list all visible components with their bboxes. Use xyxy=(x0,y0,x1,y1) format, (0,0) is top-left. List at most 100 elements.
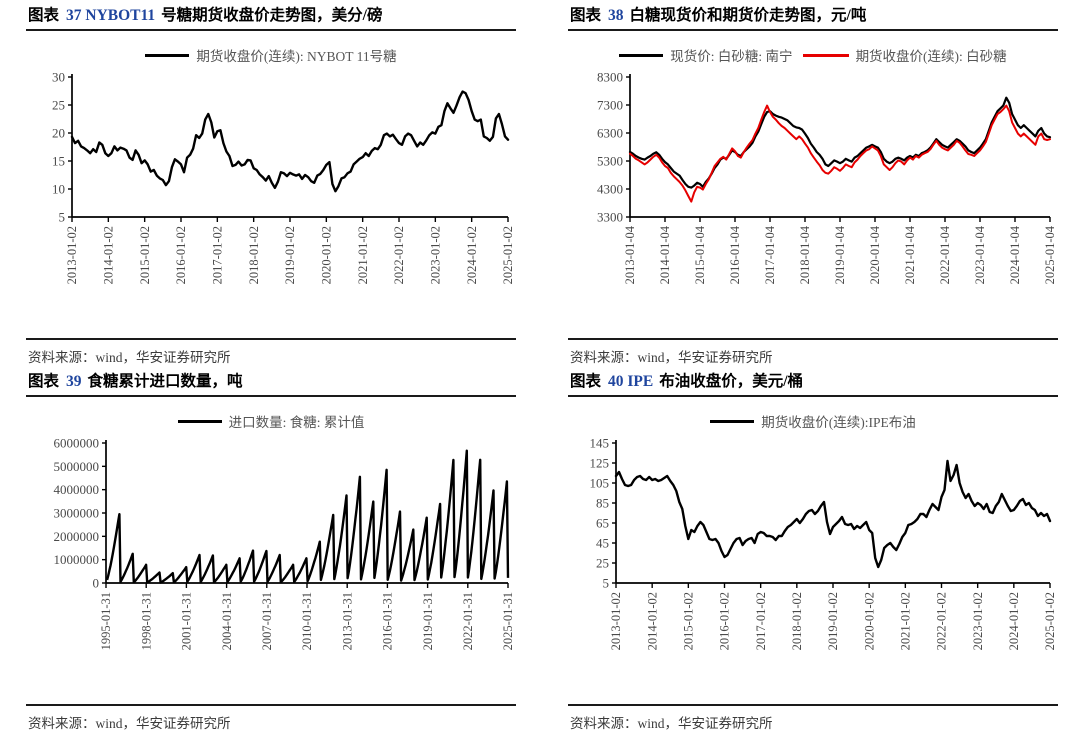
figure-39-panel: 图表 39 食糖累计进口数量，吨 进口数量: 食糖: 累计值 0 1000000 200… xyxy=(26,370,516,736)
svg-text:5: 5 xyxy=(603,576,610,591)
svg-text:25: 25 xyxy=(596,556,609,571)
svg-text:2024-01-02: 2024-01-02 xyxy=(465,226,479,284)
svg-text:2024-01-02: 2024-01-02 xyxy=(1007,592,1021,650)
svg-text:2022-01-04: 2022-01-04 xyxy=(938,225,952,284)
svg-text:2015-01-02: 2015-01-02 xyxy=(682,592,696,650)
svg-text:3000000: 3000000 xyxy=(54,506,100,521)
svg-text:2016-01-02: 2016-01-02 xyxy=(174,226,188,284)
svg-text:2013-01-02: 2013-01-02 xyxy=(609,592,623,650)
svg-text:4000000: 4000000 xyxy=(54,482,100,497)
svg-text:20: 20 xyxy=(52,126,65,141)
figure-38-title-prefix: 图表 xyxy=(570,7,602,24)
svg-text:3300: 3300 xyxy=(597,210,623,225)
legend-item: 期货收盘价(连续): NYBOT 11号糖 xyxy=(145,45,397,65)
svg-text:2020-01-02: 2020-01-02 xyxy=(320,226,334,284)
legend-label: 期货收盘价(连续): 白砂糖 xyxy=(855,49,1007,64)
source-text: 资料来源：wind，华安证券研究所 xyxy=(28,716,231,731)
svg-text:1998-01-31: 1998-01-31 xyxy=(139,592,153,650)
svg-text:15: 15 xyxy=(52,154,65,169)
svg-text:2025-01-31: 2025-01-31 xyxy=(501,592,515,650)
figure-39-title-text: 食糖累计进口数量，吨 xyxy=(87,373,243,390)
svg-text:2015-01-02: 2015-01-02 xyxy=(138,226,152,284)
figure-40-title: 图表 40 IPE 布油收盘价，美元/桶 xyxy=(568,370,1058,397)
svg-text:1000000: 1000000 xyxy=(54,552,100,567)
svg-text:2025-01-02: 2025-01-02 xyxy=(1043,592,1057,650)
svg-text:2007-01-31: 2007-01-31 xyxy=(260,592,274,650)
figure-39-title-number: 39 xyxy=(66,373,82,390)
figure-38-title: 图表 38 白糖现货价和期货价走势图，元/吨 xyxy=(568,4,1058,31)
figure-37-title-prefix: 图表 xyxy=(28,7,60,24)
svg-text:7300: 7300 xyxy=(597,98,623,113)
svg-text:2019-01-31: 2019-01-31 xyxy=(421,592,435,650)
svg-text:2021-01-04: 2021-01-04 xyxy=(903,225,917,284)
figure-37-source: 资料来源：wind，华安证券研究所 xyxy=(26,338,516,370)
svg-text:6000000: 6000000 xyxy=(54,436,100,451)
figure-39-legend: 进口数量: 食糖: 累计值 xyxy=(26,411,516,431)
black-line-swatch-icon xyxy=(710,419,755,423)
svg-text:2016-01-31: 2016-01-31 xyxy=(381,592,395,650)
svg-text:105: 105 xyxy=(590,476,610,491)
svg-text:4300: 4300 xyxy=(597,182,623,197)
figure-40-title-number: 40 IPE xyxy=(608,373,654,390)
red-line-swatch-icon xyxy=(802,53,849,57)
svg-text:2016-01-04: 2016-01-04 xyxy=(728,225,742,284)
svg-text:5300: 5300 xyxy=(597,154,623,169)
legend-item: 现货价: 白砂糖: 南宁 xyxy=(619,45,793,65)
legend-label: 现货价: 白砂糖: 南宁 xyxy=(670,49,793,64)
figure-37-legend: 期货收盘价(连续): NYBOT 11号糖 xyxy=(26,45,516,65)
svg-text:2020-01-02: 2020-01-02 xyxy=(862,592,876,650)
figure-37-title-number: 37 NYBOT11 xyxy=(66,7,156,24)
black-line-swatch-icon xyxy=(619,53,664,57)
figure-38-panel: 图表 38 白糖现货价和期货价走势图，元/吨 现货价: 白砂糖: 南宁 期货收盘价(… xyxy=(568,4,1058,370)
svg-text:2014-01-02: 2014-01-02 xyxy=(645,592,659,650)
svg-text:2014-01-02: 2014-01-02 xyxy=(102,226,116,284)
figure-39-chart-canvas: 0 1000000 2000000 3000000 4000000 5000000 6000… xyxy=(54,436,516,651)
svg-text:2024-01-04: 2024-01-04 xyxy=(1008,225,1022,284)
svg-text:2000000: 2000000 xyxy=(54,529,100,544)
svg-text:65: 65 xyxy=(596,516,609,531)
svg-text:2013-01-31: 2013-01-31 xyxy=(340,592,354,650)
svg-text:8300: 8300 xyxy=(597,70,623,85)
svg-text:25: 25 xyxy=(52,98,65,113)
svg-text:2013-01-02: 2013-01-02 xyxy=(65,226,79,284)
source-text: 资料来源：wind，华安证券研究所 xyxy=(28,350,231,365)
svg-text:2021-01-02: 2021-01-02 xyxy=(356,226,370,284)
svg-text:2017-01-02: 2017-01-02 xyxy=(211,226,225,284)
figure-37-chart-canvas: 5 10 15 20 25 30 2013-01-02 2014-01-02 2015-01-0… xyxy=(52,70,515,285)
svg-text:2025-01-04: 2025-01-04 xyxy=(1043,225,1057,284)
legend-label: 进口数量: 食糖: 累计值 xyxy=(228,415,365,430)
svg-text:5000000: 5000000 xyxy=(54,459,100,474)
svg-text:2014-01-04: 2014-01-04 xyxy=(658,225,672,284)
svg-text:2019-01-02: 2019-01-02 xyxy=(826,592,840,650)
black-line-swatch-icon xyxy=(177,419,222,423)
svg-text:2018-01-04: 2018-01-04 xyxy=(798,225,812,284)
svg-text:2022-01-02: 2022-01-02 xyxy=(935,592,949,650)
figure-40-legend: 期货收盘价(连续):IPE布油 xyxy=(568,411,1058,431)
svg-text:2023-01-02: 2023-01-02 xyxy=(429,226,443,284)
svg-text:30: 30 xyxy=(52,70,65,85)
svg-text:2021-01-02: 2021-01-02 xyxy=(899,592,913,650)
svg-text:2018-01-02: 2018-01-02 xyxy=(790,592,804,650)
figure-40-title-prefix: 图表 xyxy=(570,373,602,390)
figure-38-title-text: 白糖现货价和期货价走势图，元/吨 xyxy=(629,7,867,24)
legend-label: 期货收盘价(连续): NYBOT 11号糖 xyxy=(196,49,397,64)
svg-text:85: 85 xyxy=(596,496,609,511)
svg-text:10: 10 xyxy=(52,182,65,197)
svg-text:2017-01-02: 2017-01-02 xyxy=(754,592,768,650)
legend-label: 期货收盘价(连续):IPE布油 xyxy=(761,415,916,430)
figure-40-source: 资料来源：wind，华安证券研究所 xyxy=(568,704,1058,736)
legend-item: 期货收盘价(连续):IPE布油 xyxy=(710,411,916,431)
svg-text:2017-01-04: 2017-01-04 xyxy=(763,225,777,284)
svg-text:2013-01-04: 2013-01-04 xyxy=(623,225,637,284)
figure-38-title-number: 38 xyxy=(608,7,624,24)
svg-text:45: 45 xyxy=(596,536,609,551)
svg-text:2004-01-31: 2004-01-31 xyxy=(220,592,234,650)
figure-38-chart-canvas: 3300 4300 5300 6300 7300 8300 2013-01-04 2014-0… xyxy=(597,70,1057,285)
figure-38-source: 资料来源：wind，华安证券研究所 xyxy=(568,338,1058,370)
source-text: 资料来源：wind，华安证券研究所 xyxy=(570,350,773,365)
svg-text:2001-01-31: 2001-01-31 xyxy=(180,592,194,650)
figure-37-title-text: 号糖期货收盘价走势图，美分/磅 xyxy=(161,7,383,24)
svg-text:2023-01-02: 2023-01-02 xyxy=(971,592,985,650)
figure-39-source: 资料来源：wind，华安证券研究所 xyxy=(26,704,516,736)
